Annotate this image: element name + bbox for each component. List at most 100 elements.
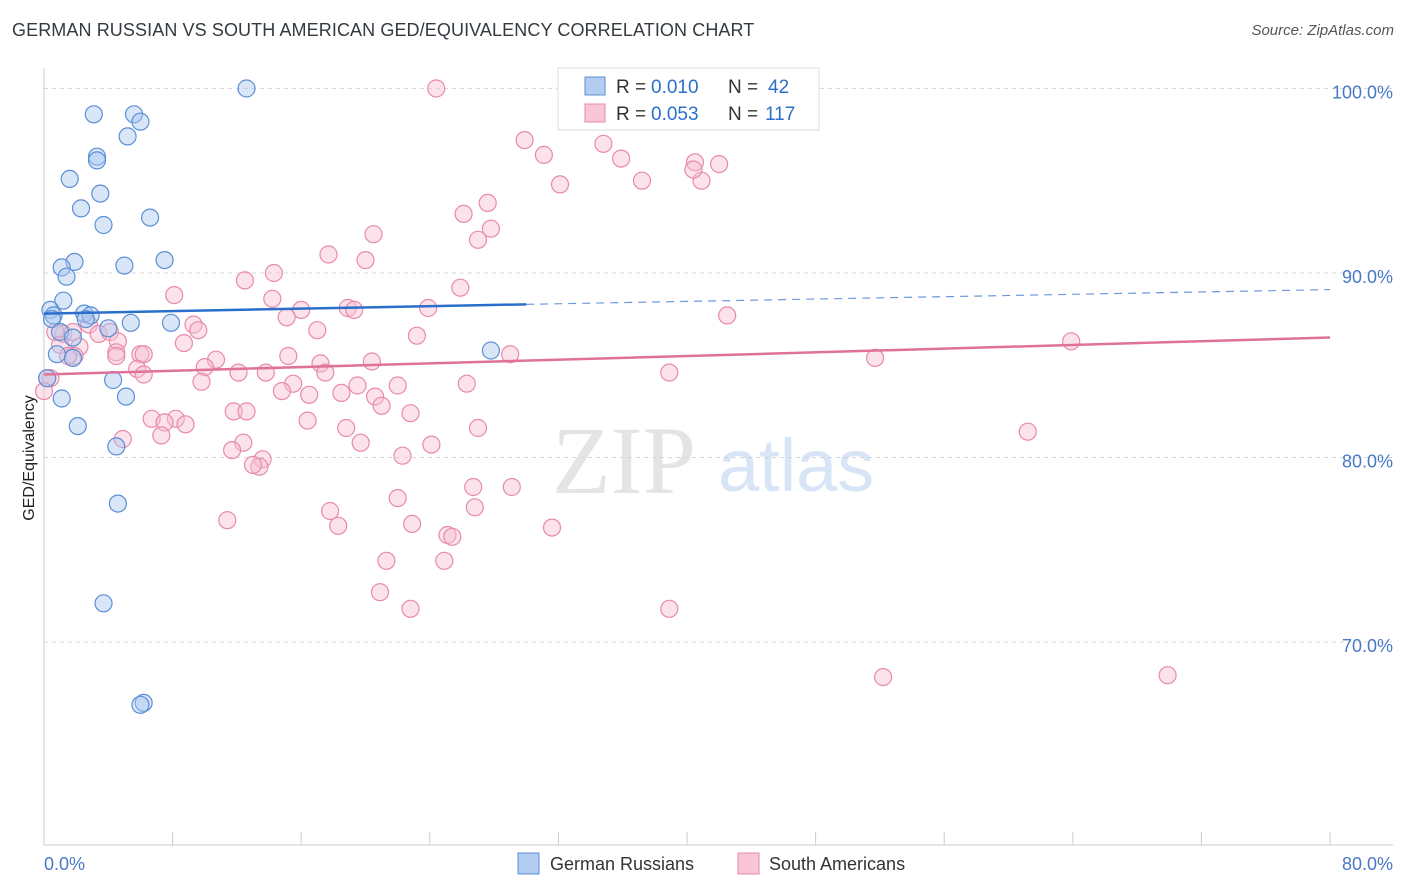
german-russians-trend-line xyxy=(43,303,527,315)
german-russians-point xyxy=(131,112,150,131)
south-americans-point xyxy=(332,383,351,402)
south-americans-point xyxy=(206,350,226,369)
south-americans-point xyxy=(1158,666,1177,685)
south-americans-point xyxy=(134,365,153,384)
south-americans-point xyxy=(366,387,385,406)
south-americans-point xyxy=(515,131,534,150)
german-russians-point xyxy=(134,693,153,713)
german-russians-point xyxy=(237,79,256,98)
legend-r-value-1: 0.010 xyxy=(651,77,699,98)
german-russians-point xyxy=(57,267,76,286)
german-russians-point xyxy=(161,313,181,332)
south-americans-point xyxy=(550,175,570,194)
y-axis-label: GED/Equivalency xyxy=(21,395,38,520)
legend-r-label-2: R = xyxy=(616,104,646,125)
south-americans-point xyxy=(189,321,208,340)
legend-n-value-1: 42 xyxy=(768,77,789,98)
south-americans-point xyxy=(316,363,335,382)
german-russians-point xyxy=(54,291,73,310)
south-americans-point xyxy=(348,376,367,395)
south-americans-point xyxy=(351,433,370,452)
south-americans-point xyxy=(165,286,184,305)
german-russians-point xyxy=(91,184,110,203)
south-americans-point xyxy=(435,551,454,570)
south-americans-point xyxy=(229,363,248,382)
south-americans-point xyxy=(264,263,283,283)
german-russians-point xyxy=(115,256,134,275)
legend-n-value-2: 117 xyxy=(765,104,795,125)
south-americans-point xyxy=(534,145,554,164)
bottom-legend-label-south-americans: South Americans xyxy=(769,854,905,874)
south-americans-point xyxy=(234,433,253,452)
south-americans-point xyxy=(594,134,613,153)
german-russians-point xyxy=(47,345,67,364)
south-americans-point xyxy=(611,149,631,168)
legend-r-value-2: 0.053 xyxy=(651,104,699,125)
german-russians-point xyxy=(481,341,500,360)
south-americans-point xyxy=(356,251,375,270)
south-americans-point xyxy=(256,363,275,382)
south-americans-point xyxy=(89,324,108,343)
german-russians-point xyxy=(103,370,123,390)
german-russians-point xyxy=(42,310,62,329)
south-americans-point xyxy=(224,402,243,421)
south-americans-point xyxy=(1018,422,1037,441)
south-americans-point xyxy=(388,489,407,508)
south-americans-point xyxy=(113,429,132,449)
south-americans-point xyxy=(660,363,679,382)
german-russians-point xyxy=(94,594,113,613)
south-americans-point xyxy=(166,409,185,428)
legend-r-label-1: R = xyxy=(616,77,646,98)
south-americans-point xyxy=(79,315,99,334)
south-americans-point xyxy=(107,346,126,366)
south-americans-point xyxy=(1062,332,1081,351)
y-tick-label-80: 80.0% xyxy=(1342,452,1393,472)
german-russians-point xyxy=(76,310,95,329)
german-russians-point xyxy=(99,319,118,338)
south-americans-point xyxy=(237,402,256,421)
south-americans-point xyxy=(457,374,476,393)
german-russians-point xyxy=(107,437,126,456)
german-russians-point xyxy=(84,105,103,124)
german-russians-point xyxy=(63,348,83,367)
y-tick-label-70: 70.0% xyxy=(1342,636,1393,656)
south-americans-point xyxy=(542,518,562,537)
south-americans-point xyxy=(377,551,396,570)
axes xyxy=(43,68,1393,846)
south-americans-point xyxy=(152,426,171,445)
south-americans-point xyxy=(660,599,679,618)
legend-n-label-1: N = xyxy=(728,77,758,98)
bottom-legend-label-german-russians: German Russians xyxy=(550,854,694,874)
chart-title: GERMAN RUSSIAN VS SOUTH AMERICAN GED/EQU… xyxy=(12,20,755,40)
south-americans-point xyxy=(427,79,446,98)
south-americans-point xyxy=(407,326,426,345)
south-americans-point xyxy=(300,385,319,404)
bottom-legend-pink-swatch xyxy=(737,852,760,875)
south-americans-point xyxy=(319,245,338,264)
y-tick-label-100: 100.0% xyxy=(1332,82,1393,102)
german-russians-point xyxy=(52,389,71,408)
series-legend: German Russians South Americans xyxy=(517,852,905,875)
south-americans-point xyxy=(481,219,500,238)
south-americans-point xyxy=(451,278,470,297)
source-label: Source: ZipAtlas.com xyxy=(1251,22,1394,39)
south-americans-point xyxy=(419,298,438,318)
south-americans-trend-line xyxy=(43,336,1331,376)
german-russians-point xyxy=(94,215,113,235)
south-americans-point xyxy=(401,404,420,423)
south-americans-point xyxy=(345,300,364,319)
legend-n-label-2: N = xyxy=(728,104,758,125)
south-americans-point xyxy=(277,308,296,327)
south-americans-point xyxy=(468,418,488,438)
german-russians-point xyxy=(63,328,83,347)
south-americans-point xyxy=(443,527,462,546)
german-russians-point xyxy=(131,695,150,714)
south-americans-point xyxy=(174,334,193,353)
german-russians-point xyxy=(155,251,174,270)
south-americans-point xyxy=(321,501,340,521)
south-americans-point xyxy=(372,396,391,415)
german-russians-point xyxy=(141,208,160,227)
south-americans-point xyxy=(362,352,381,371)
south-americans-point xyxy=(468,230,488,249)
south-americans-point xyxy=(403,514,422,534)
